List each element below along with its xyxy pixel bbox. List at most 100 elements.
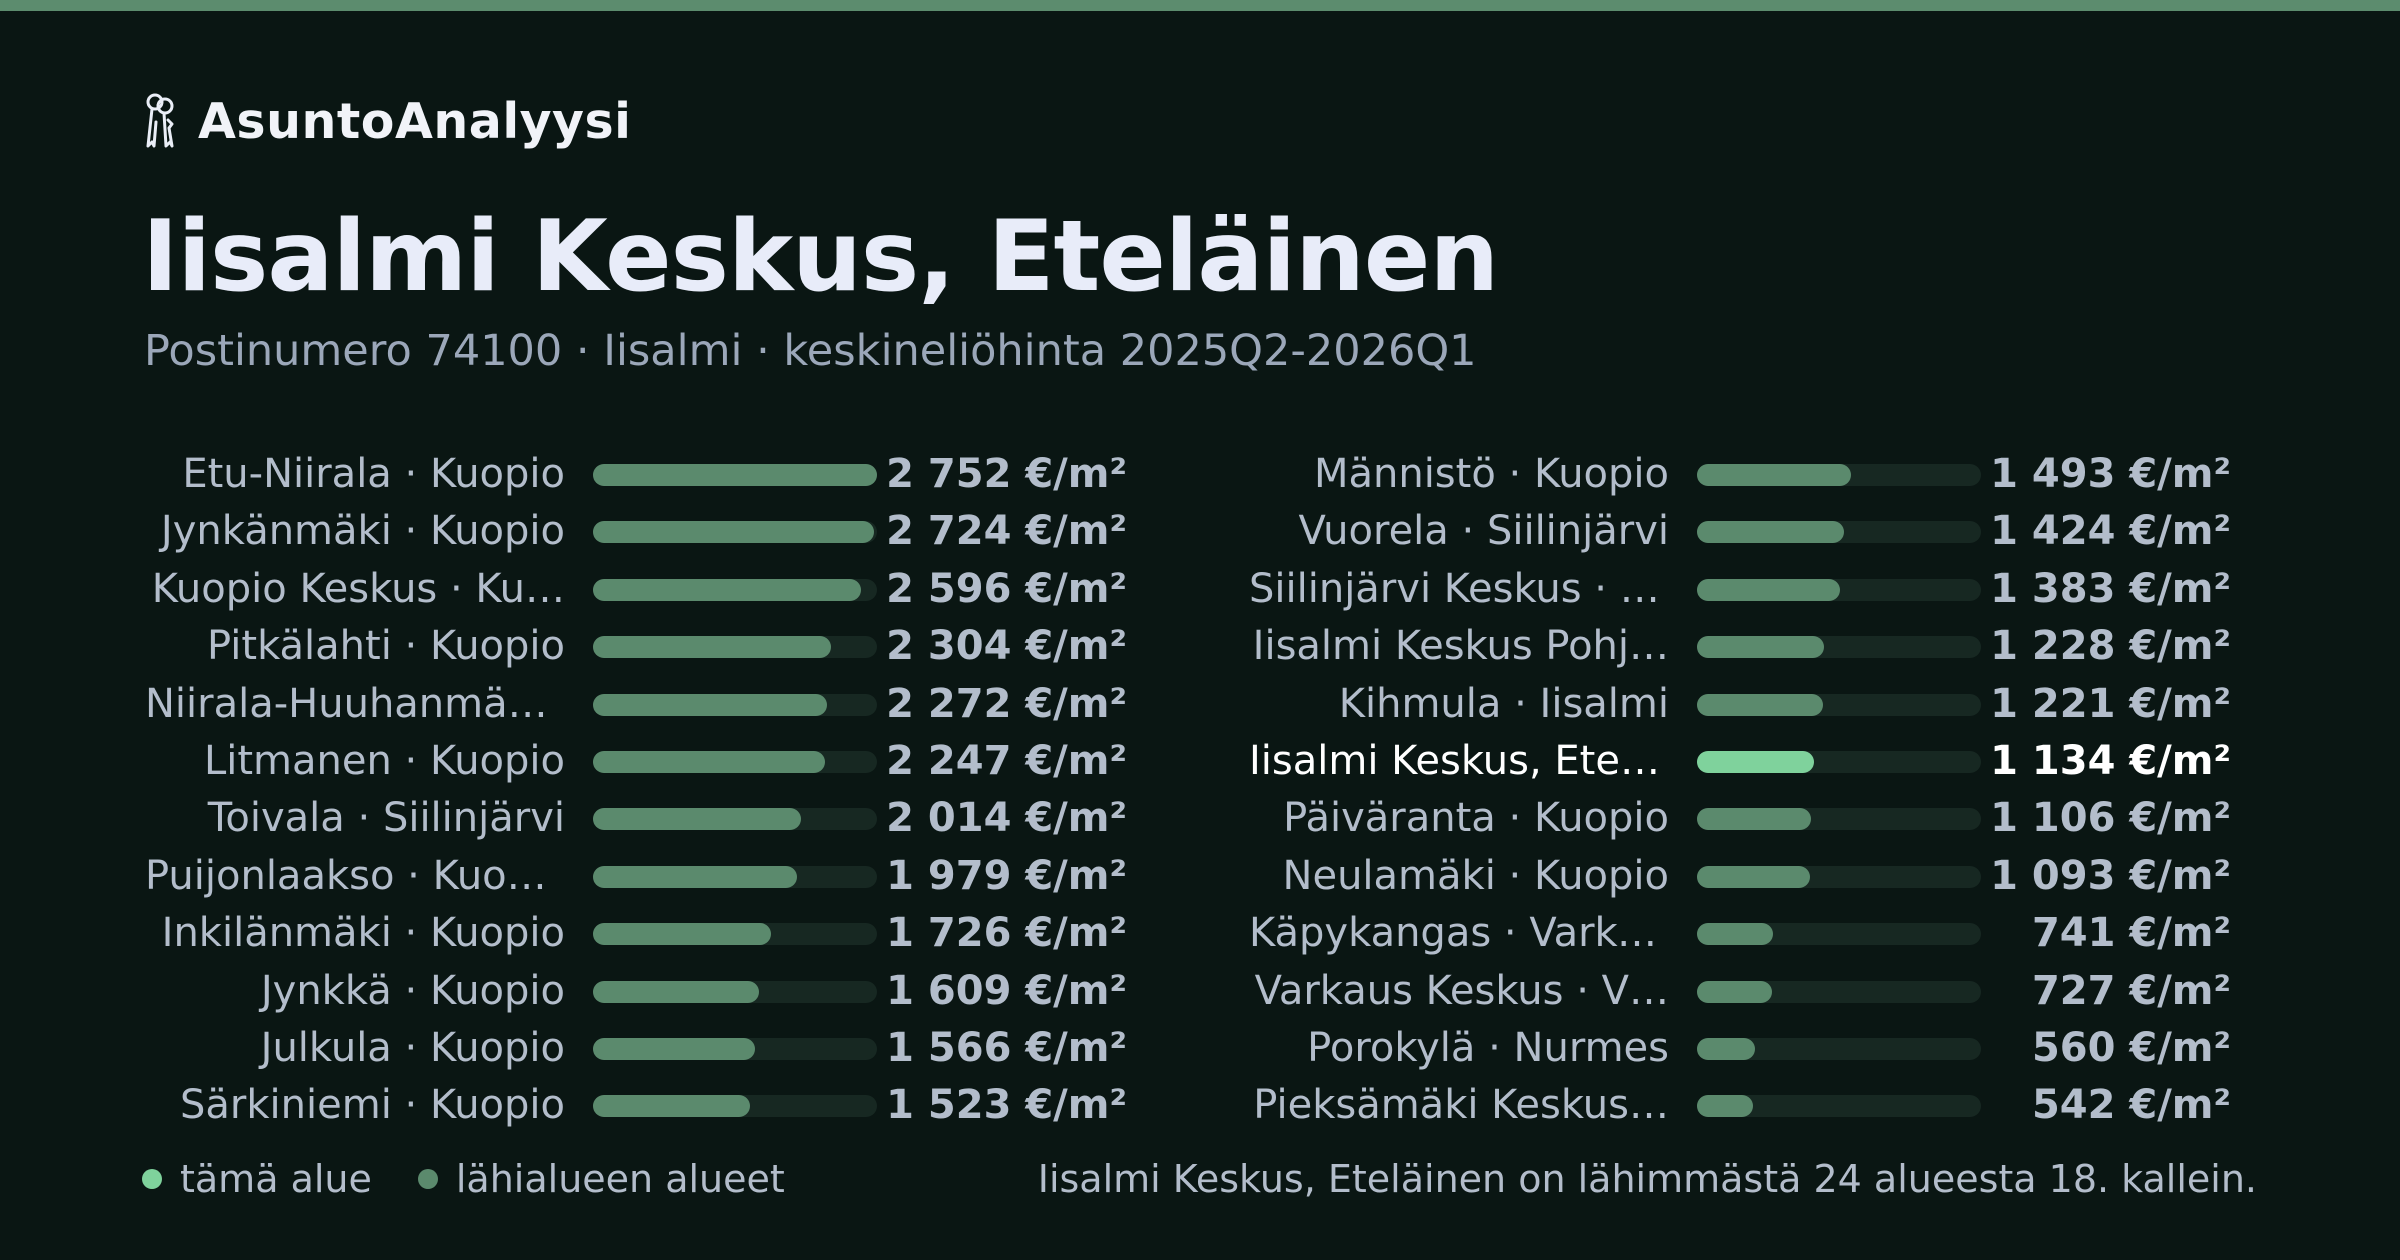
- bar-label: Inkilänmäki · Kuopio: [161, 910, 565, 956]
- bar-track: [1697, 636, 1981, 658]
- bar: [593, 1095, 750, 1117]
- bar-track: [1697, 923, 1981, 945]
- bar-label: Varkaus Keskus · V…: [1254, 968, 1669, 1014]
- bar-label: Pitkälahti · Kuopio: [207, 623, 565, 669]
- bar-track: [1697, 866, 1981, 888]
- bar: [1697, 981, 1772, 1003]
- bar-label: Vuorela · Siilinjärvi: [1298, 508, 1669, 554]
- legend-neighbors-swatch: [417, 1169, 438, 1189]
- bar: [593, 579, 861, 601]
- bar-value-label: 560 €/m²: [2031, 1025, 2231, 1071]
- legend-neighbors-label: lähialueen alueet: [455, 1157, 785, 1201]
- bar-track: [1697, 1038, 1981, 1060]
- bar-value-label: 2 247 €/m²: [886, 738, 1127, 784]
- legend-current-label: tämä alue: [180, 1157, 372, 1201]
- bar-track: [593, 808, 877, 830]
- bar-track: [593, 1038, 877, 1060]
- bar-value-label: 1 228 €/m²: [1990, 623, 2231, 669]
- bar-value-label: 1 609 €/m²: [886, 968, 1127, 1014]
- bar-value-label: 2 014 €/m²: [886, 795, 1127, 841]
- bar-label: Käpykangas · Varka…: [1249, 910, 1669, 956]
- bar-label: Jynkkä · Kuopio: [260, 968, 565, 1014]
- price-bar-chart: Etu-Niirala · Kuopio 2 752 €/m² Jynkänmäki…: [0, 448, 2400, 1138]
- bar-value-label: 741 €/m²: [2031, 910, 2231, 956]
- bar-track: [593, 981, 877, 1003]
- bar-value-label: 1 383 €/m²: [1990, 566, 2231, 612]
- bar-track: [1697, 694, 1981, 716]
- bar: [593, 694, 827, 716]
- bar-label: Etu-Niirala · Kuopio: [182, 451, 565, 497]
- bar-label: Päiväranta · Kuopio: [1283, 795, 1669, 841]
- bar-value-label: 1 106 €/m²: [1990, 795, 2231, 841]
- bar-track: [593, 521, 877, 543]
- bar: [1697, 694, 1823, 716]
- bar-value-label: 727 €/m²: [2031, 968, 2231, 1014]
- ranking-note: Iisalmi Keskus, Eteläinen on lähimmästä …: [1037, 1157, 2257, 1201]
- bar-value-label: 1 093 €/m²: [1990, 853, 2231, 899]
- bar-track: [593, 636, 877, 658]
- bar-track: [1697, 981, 1981, 1003]
- chart-legend: tämä alue lähialueen alueet: [142, 1150, 785, 1208]
- bar-track: [593, 923, 877, 945]
- bar-track: [593, 464, 877, 486]
- bar: [593, 866, 797, 888]
- bar-value-label: 2 724 €/m²: [886, 508, 1127, 554]
- bar-track: [1697, 1095, 1981, 1117]
- bar: [593, 981, 759, 1003]
- bar-label: Kuopio Keskus · Ku…: [151, 566, 565, 612]
- bar-label: Jynkänmäki · Kuopio: [160, 508, 565, 554]
- bar-track: [593, 751, 877, 773]
- bar-value-label: 2 596 €/m²: [886, 566, 1127, 612]
- bar-value-label: 1 726 €/m²: [886, 910, 1127, 956]
- bar-label: Kihmula · Iisalmi: [1338, 681, 1669, 727]
- bar-track: [1697, 521, 1981, 543]
- bar: [1697, 866, 1810, 888]
- bar: [593, 923, 771, 945]
- bar-label: Neulamäki · Kuopio: [1282, 853, 1669, 899]
- bar-label: Särkiniemi · Kuopio: [180, 1082, 565, 1128]
- bar-value-label: 1 566 €/m²: [886, 1025, 1127, 1071]
- bar-label: Porokylä · Nurmes: [1307, 1025, 1669, 1071]
- bar: [593, 636, 831, 658]
- bar-track: [593, 694, 877, 716]
- bar: [1697, 923, 1773, 945]
- bar-value-label: 2 272 €/m²: [886, 681, 1127, 727]
- bar-value-label: 1 424 €/m²: [1990, 508, 2231, 554]
- bar-value-label: 1 979 €/m²: [886, 853, 1127, 899]
- bar-value-label: 542 €/m²: [2031, 1082, 2231, 1128]
- bar: [1697, 751, 1814, 773]
- bar-label: Julkula · Kuopio: [260, 1025, 565, 1071]
- top-accent-bar: [0, 0, 2400, 11]
- page-title: Iisalmi Keskus, Eteläinen: [142, 200, 1499, 314]
- bar-track: [593, 579, 877, 601]
- bar-label: Siilinjärvi Keskus · S…: [1249, 566, 1669, 612]
- bar: [593, 808, 801, 830]
- bar-label: Pieksämäki Keskus…: [1253, 1082, 1669, 1128]
- brand-name: AsuntoAnalyysi: [198, 92, 632, 150]
- bar-value-label: 1 523 €/m²: [886, 1082, 1127, 1128]
- bar: [593, 521, 874, 543]
- bar-label: Männistö · Kuopio: [1313, 451, 1669, 497]
- bar: [1697, 808, 1811, 830]
- bar-label: Iisalmi Keskus Pohj…: [1252, 623, 1669, 669]
- bar-track: [593, 866, 877, 888]
- bar-value-label: 2 304 €/m²: [886, 623, 1127, 669]
- bar: [1697, 464, 1851, 486]
- bar-value-label: 1 221 €/m²: [1990, 681, 2231, 727]
- bar-label: Puijonlaakso · Kuopio: [145, 853, 565, 899]
- bar-track: [1697, 579, 1981, 601]
- bar-label: Iisalmi Keskus, Etel…: [1249, 738, 1669, 784]
- bar: [1697, 636, 1824, 658]
- brand: AsuntoAnalyysi: [142, 92, 631, 150]
- bar: [1697, 1038, 1755, 1060]
- bar-track: [1697, 751, 1981, 773]
- bar: [1697, 1095, 1753, 1117]
- bar-track: [1697, 464, 1981, 486]
- bar-track: [1697, 808, 1981, 830]
- bar: [593, 1038, 755, 1060]
- bar-track: [593, 1095, 877, 1117]
- bar: [593, 464, 877, 486]
- keys-icon: [146, 93, 174, 148]
- bar-value-label: 1 493 €/m²: [1990, 451, 2231, 497]
- page-subtitle: Postinumero 74100 · Iisalmi · keskineliö…: [144, 326, 1477, 376]
